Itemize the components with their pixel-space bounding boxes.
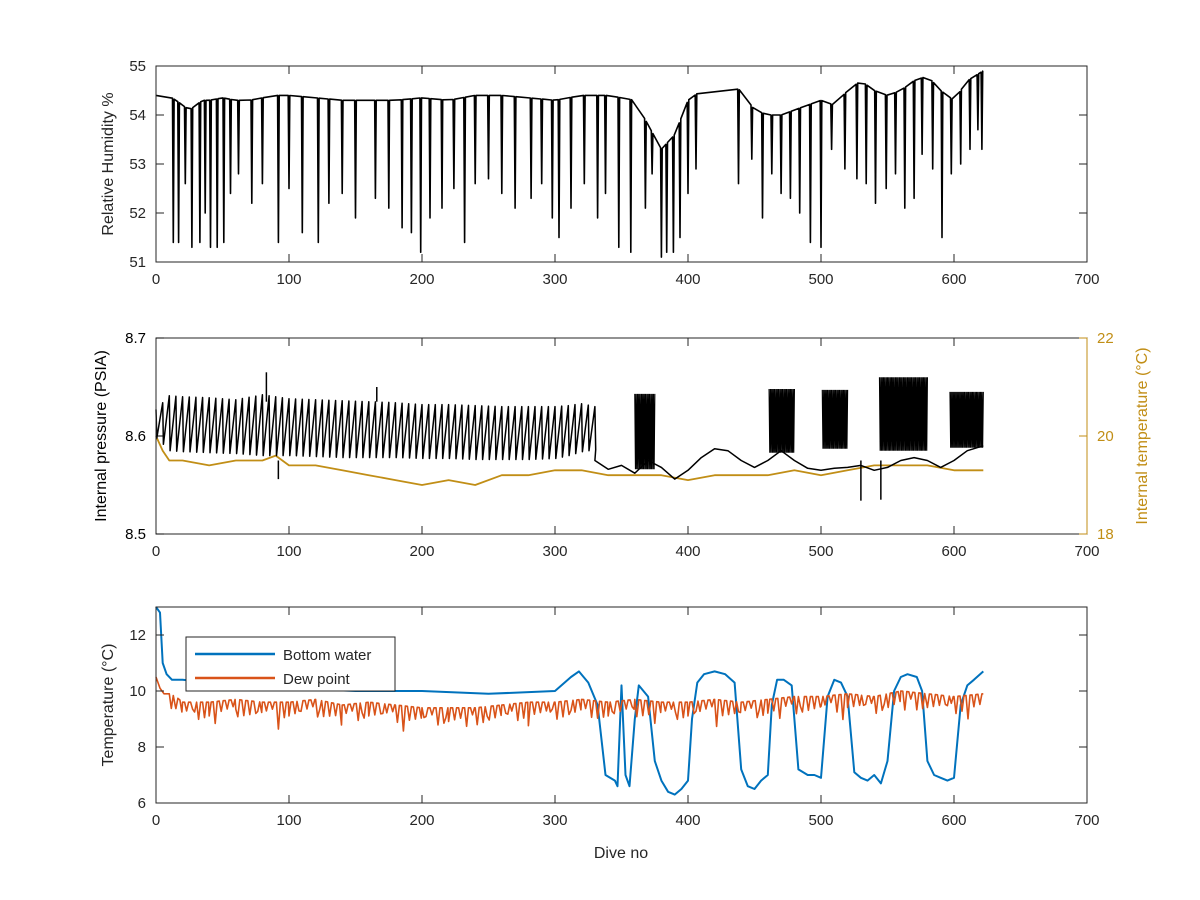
x-tick-label: 100 xyxy=(276,543,301,560)
x-tick-label: 100 xyxy=(276,271,301,288)
y-tick-label: 12 xyxy=(129,627,146,644)
x-tick-label: 0 xyxy=(152,271,160,288)
y-tick-label: 8 xyxy=(138,739,146,756)
pressure-burst xyxy=(634,393,656,470)
x-tick-label: 400 xyxy=(675,543,700,560)
humidity-axes: 0 100 200 300 400 500 600 700 51 52 53 54 55 xyxy=(129,58,1099,288)
humidity-series-layer xyxy=(155,70,984,258)
bottom-water-line xyxy=(155,606,984,796)
y-tick-label: 8.7 xyxy=(125,330,146,347)
x-tick-label: 700 xyxy=(1074,271,1099,288)
water-temperature-axes-box xyxy=(155,606,1088,804)
pressure-burst xyxy=(768,388,795,453)
y-tick-label: 53 xyxy=(129,156,146,173)
x-tick-label: 0 xyxy=(152,543,160,560)
humidity-series-line xyxy=(155,70,984,258)
pressure-axes: 0 100 200 300 400 500 600 700 8.5 8.6 8.7 18 20 22 xyxy=(125,330,1114,560)
x-tick-label: 700 xyxy=(1074,543,1099,560)
y-tick-label-right: 18 xyxy=(1097,526,1114,543)
pressure-series-layer xyxy=(155,372,984,501)
y-tick-label: 10 xyxy=(129,683,146,700)
x-tick-label: 500 xyxy=(808,271,833,288)
y-tick-label: 8.5 xyxy=(125,526,146,543)
x-tick-label: 0 xyxy=(152,812,160,829)
x-tick-label: 600 xyxy=(941,271,966,288)
legend-box xyxy=(185,636,396,692)
legend-label-dew-point: Dew point xyxy=(283,671,351,688)
dew-point-line xyxy=(155,676,984,732)
humidity-y-axis-label: Relative Humidity % xyxy=(100,92,117,235)
x-tick-label: 300 xyxy=(542,543,567,560)
legend: Bottom water Dew point xyxy=(185,636,396,692)
y-tick-label-right: 22 xyxy=(1097,330,1114,347)
x-tick-label: 300 xyxy=(542,271,567,288)
y-tick-label: 6 xyxy=(138,795,146,812)
temperature-right-axis-label: Internal temperature (°C) xyxy=(1134,347,1151,524)
pressure-burst xyxy=(878,377,928,451)
y-tick-label: 51 xyxy=(129,254,146,271)
internal-pressure-line xyxy=(155,394,984,480)
legend-label-bottom-water: Bottom water xyxy=(283,647,371,664)
y-tick-label-right: 20 xyxy=(1097,428,1114,445)
water-temperature-series-layer xyxy=(155,606,984,796)
x-tick-label: 200 xyxy=(409,812,434,829)
pressure-y-axis-label: Internal pressure (PSIA) xyxy=(93,350,110,522)
pressure-burst xyxy=(949,391,984,448)
x-axis-label: Dive no xyxy=(594,845,648,862)
y-tick-label: 54 xyxy=(129,107,146,124)
x-tick-label: 400 xyxy=(675,812,700,829)
pressure-panel: 0 100 200 300 400 500 600 700 8.5 8.6 8.7 18 20 22 In… xyxy=(93,330,1151,560)
x-tick-label: 600 xyxy=(941,812,966,829)
x-tick-label: 400 xyxy=(675,271,700,288)
internal-temperature-line xyxy=(155,435,984,486)
x-tick-label: 700 xyxy=(1074,812,1099,829)
y-tick-label: 8.6 xyxy=(125,428,146,445)
humidity-panel: 0 100 200 300 400 500 600 700 51 52 53 54 55 Relativ… xyxy=(100,58,1100,288)
y-tick-label: 52 xyxy=(129,205,146,222)
x-tick-label: 600 xyxy=(941,543,966,560)
water-temperature-panel: 0 100 200 300 400 500 600 700 6 8 10 12 Temperature… xyxy=(100,606,1100,862)
water-temperature-y-axis-label: Temperature (°C) xyxy=(100,644,117,767)
x-tick-label: 100 xyxy=(276,812,301,829)
x-tick-label: 200 xyxy=(409,543,434,560)
x-tick-label: 300 xyxy=(542,812,567,829)
x-tick-label: 500 xyxy=(808,543,833,560)
x-tick-label: 200 xyxy=(409,271,434,288)
y-tick-label: 55 xyxy=(129,58,146,75)
pressure-burst xyxy=(821,389,849,449)
x-tick-label: 500 xyxy=(808,812,833,829)
water-temperature-axes: 0 100 200 300 400 500 600 700 6 8 10 12 xyxy=(129,607,1100,829)
